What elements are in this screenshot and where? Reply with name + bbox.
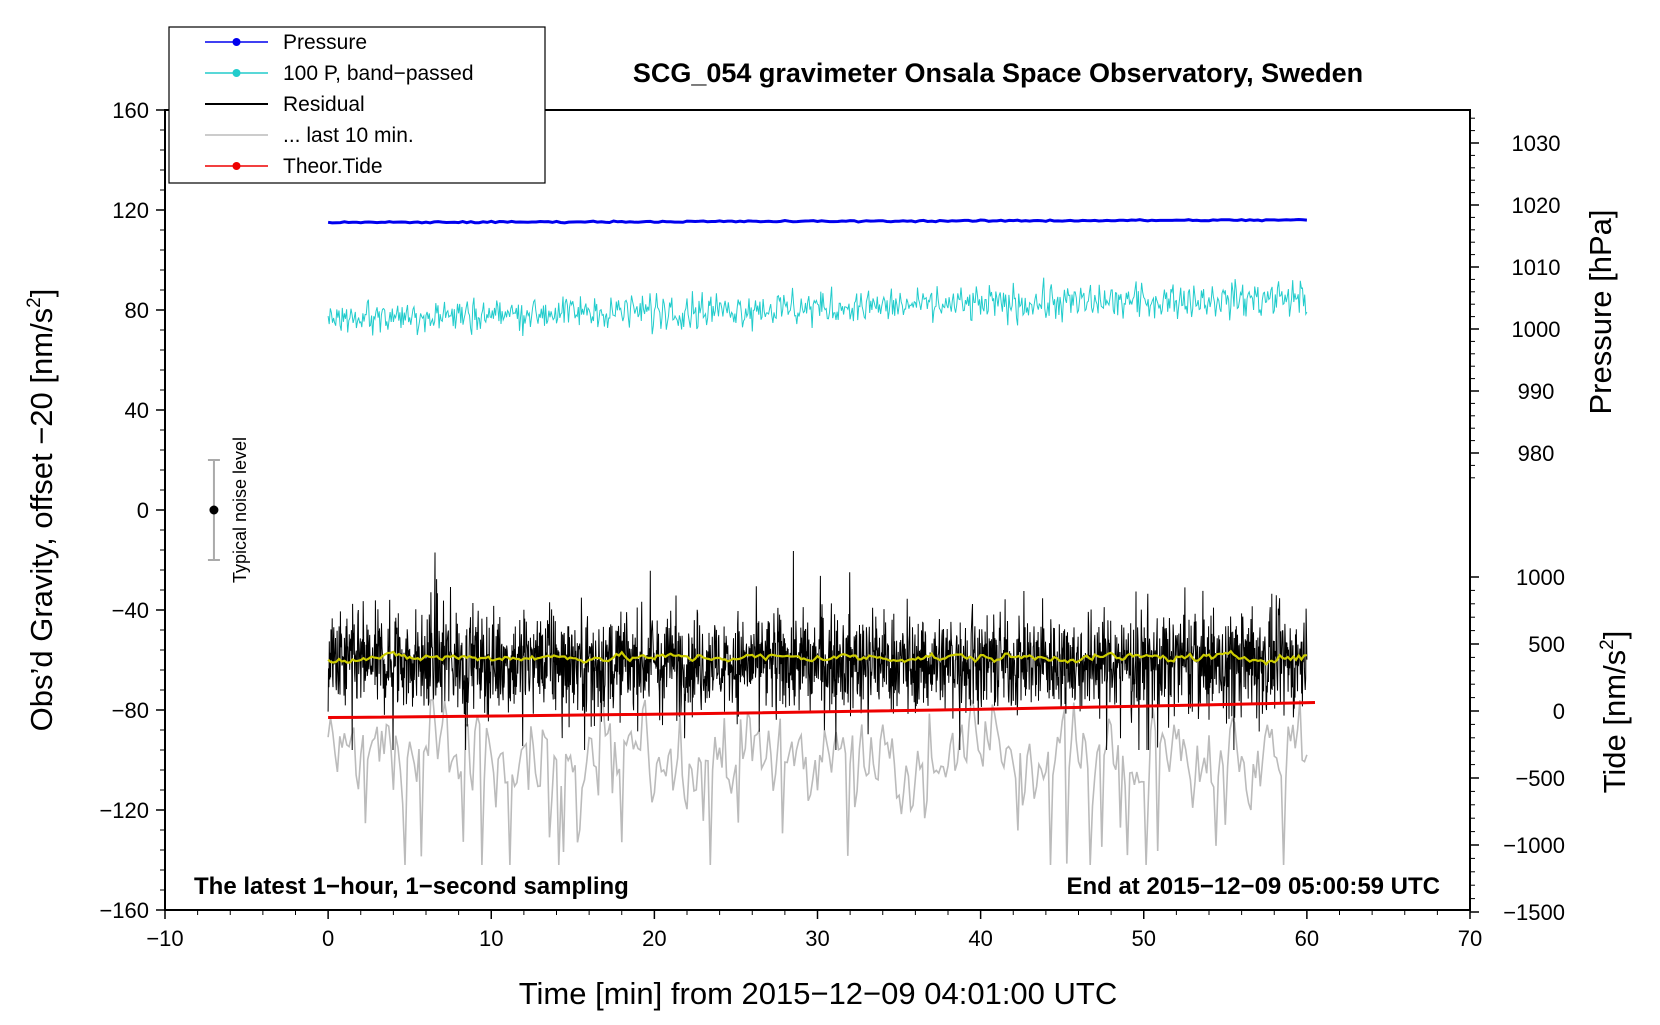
left-axis-label-end: ] [24,289,59,298]
annotation-end-time: End at 2015−12−09 05:00:59 UTC [1066,873,1440,900]
series-pressure [327,217,1308,225]
legend-label: Theor.Tide [283,155,383,178]
x-tick-label: 30 [805,926,829,951]
tide-tick-label: 500 [1528,632,1565,657]
tide-axis-ticks: 1000 500 0 −500 −1000 −1500 [1470,565,1565,925]
legend-label: ... last 10 min. [283,124,414,147]
legend-marker [232,162,241,170]
tide-axis-label-sup: 2 [1597,639,1618,650]
left-axis-label-main: Obs’d Gravity, offset −20 [nm/s [24,308,59,732]
x-tick-label: −10 [146,926,183,951]
legend: Pressure 100 P, band−passed Residual ... la… [168,26,546,184]
series-theoretical-tide [328,701,1316,719]
left-axis-label-sup: 2 [24,297,45,308]
x-tick-label: 60 [1295,926,1319,951]
left-axis-label: Obs’d Gravity, offset −20 [nm/s2] [24,289,59,732]
series-last-10-min [327,696,1308,866]
series-band-passed-pressure [327,277,1308,337]
noise-bar-center-dot [209,505,219,515]
annotation-sampling: The latest 1−hour, 1−second sampling [194,873,629,900]
x-tick-label: 20 [642,926,666,951]
left-tick-label: 160 [112,98,149,123]
x-tick-label: 10 [479,926,503,951]
tide-tick-label: −1000 [1503,833,1565,858]
pressure-tick-label: 1020 [1512,193,1561,218]
legend-label: Pressure [283,31,367,54]
left-axis-ticks: 160 120 80 40 0 −40 −80 −120 −160 [99,98,165,923]
pressure-tick-label: 1000 [1512,317,1561,342]
pressure-axis-ticks: 1030 1020 1010 1000 990 980 [1470,117,1561,479]
tide-axis-label-main: Tide [nm/s [1597,650,1632,794]
x-tick-label: 0 [322,926,334,951]
pressure-tick-label: 1010 [1512,255,1561,280]
pressure-tick-label: 990 [1518,379,1555,404]
tide-tick-label: −1500 [1503,900,1565,925]
chart-title: SCG_054 gravimeter Onsala Space Observat… [633,58,1363,88]
legend-label: Residual [283,93,365,116]
series-layer [327,217,1316,866]
left-tick-label: −160 [99,898,149,923]
pressure-tick-label: 980 [1518,441,1555,466]
x-tick-label: 40 [968,926,992,951]
left-tick-label: 0 [137,498,149,523]
left-tick-label: −80 [112,698,149,723]
tide-axis-label-end: ] [1597,631,1632,640]
series-residual [327,550,1308,751]
legend-label: 100 P, band−passed [283,62,474,85]
x-tick-label: 50 [1132,926,1156,951]
tide-tick-label: 0 [1553,699,1565,724]
noise-level-label: Typical noise level [230,437,250,583]
left-tick-label: −40 [112,598,149,623]
tide-axis-label: Tide [nm/s2] [1597,631,1632,794]
legend-marker [232,38,241,46]
left-tick-label: −120 [99,798,149,823]
left-tick-label: 120 [112,198,149,223]
tide-tick-label: −500 [1515,766,1565,791]
pressure-tick-label: 1030 [1512,131,1561,156]
left-tick-label: 80 [125,298,149,323]
noise-level-indicator [207,459,220,561]
x-axis-ticks: −10 0 10 20 30 40 50 60 70 [146,910,1482,951]
x-axis-label: Time [min] from 2015−12−09 04:01:00 UTC [519,976,1118,1011]
legend-marker [232,69,241,77]
x-tick-label: 70 [1458,926,1482,951]
series-smoothed-residual [327,649,1307,666]
tide-tick-label: 1000 [1516,565,1565,590]
left-tick-label: 40 [125,398,149,423]
pressure-axis-label: Pressure [hPa] [1583,209,1618,414]
